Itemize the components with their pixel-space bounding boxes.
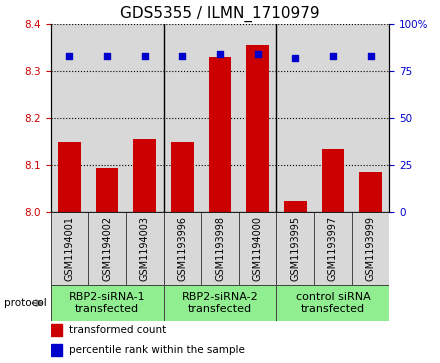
Text: transformed count: transformed count [69,326,166,335]
Bar [96,167,118,212]
Text: GSM1193998: GSM1193998 [215,216,225,281]
Text: GSM1194002: GSM1194002 [102,216,112,281]
Bar [359,172,382,212]
Bar [58,142,81,212]
FancyBboxPatch shape [239,212,276,285]
Text: control siRNA
transfected: control siRNA transfected [296,292,370,314]
Bar [171,142,194,212]
Point [179,53,186,58]
Title: GDS5355 / ILMN_1710979: GDS5355 / ILMN_1710979 [120,6,320,22]
Bar [322,149,344,212]
Point [292,55,299,61]
Bar [284,200,307,212]
Point [330,53,337,58]
FancyBboxPatch shape [88,212,126,285]
FancyBboxPatch shape [352,212,389,285]
Text: percentile rank within the sample: percentile rank within the sample [69,346,245,355]
FancyBboxPatch shape [314,212,352,285]
Point [216,51,224,57]
FancyBboxPatch shape [164,212,201,285]
Text: GSM1193996: GSM1193996 [177,216,187,281]
Point [141,53,148,58]
Bar [51,325,62,336]
Point [254,51,261,57]
Text: protocol: protocol [4,298,47,308]
Text: GSM1194001: GSM1194001 [64,216,74,281]
Bar [246,45,269,212]
Text: GSM1194000: GSM1194000 [253,216,263,281]
Text: RBP2-siRNA-1
transfected: RBP2-siRNA-1 transfected [69,292,145,314]
Text: RBP2-siRNA-2
transfected: RBP2-siRNA-2 transfected [182,292,258,314]
Text: GSM1194003: GSM1194003 [140,216,150,281]
FancyBboxPatch shape [276,212,314,285]
Bar [133,139,156,212]
Bar [209,57,231,212]
FancyBboxPatch shape [164,285,276,321]
Text: GSM1193999: GSM1193999 [366,216,376,281]
Point [367,53,374,58]
FancyBboxPatch shape [276,285,389,321]
Bar [51,344,62,356]
Text: GSM1193995: GSM1193995 [290,216,300,281]
FancyBboxPatch shape [201,212,239,285]
FancyBboxPatch shape [51,285,164,321]
Point [103,53,110,58]
Text: GSM1193997: GSM1193997 [328,216,338,281]
FancyBboxPatch shape [126,212,164,285]
Point [66,53,73,58]
FancyBboxPatch shape [51,212,88,285]
